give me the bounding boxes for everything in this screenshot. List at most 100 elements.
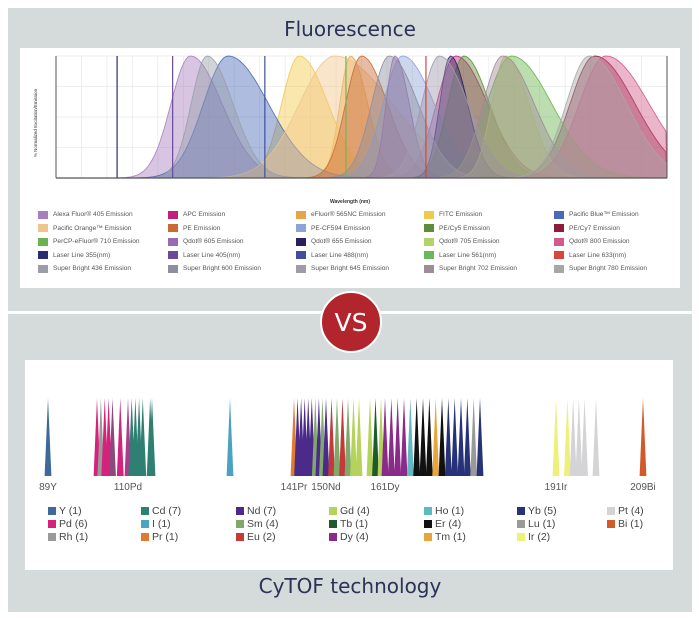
legend-item: Rh (1)	[48, 530, 141, 543]
legend-item: PE/Cy5 Emission	[424, 224, 554, 234]
legend-item: Dy (4)	[329, 530, 424, 543]
legend-swatch	[554, 224, 564, 232]
peak-sm-152	[334, 398, 341, 476]
legend-item: Sm (4)	[236, 517, 329, 530]
peak-ho-165	[407, 398, 414, 476]
legend-swatch	[141, 507, 149, 515]
legend-item: Alexa Fluor® 405 Emission	[38, 210, 168, 220]
legend-swatch	[296, 265, 306, 273]
legend-label: Pacific Orange™ Emission	[53, 225, 131, 232]
legend-swatch	[168, 238, 178, 246]
y-axis-label: % Normalized Excitation/Emission	[33, 88, 38, 157]
tick-label: 89Y	[39, 482, 57, 493]
legend-swatch	[517, 520, 525, 528]
peak-tb-159	[372, 398, 379, 476]
legend-item: APC Emission	[168, 210, 296, 220]
tick-label: 209Bi	[630, 482, 656, 493]
peak-eu-151	[328, 398, 335, 476]
mass-peaks	[45, 398, 647, 476]
legend-label: eFluor® 565NC Emission	[311, 211, 386, 218]
legend-label: Super Bright 702 Emission	[439, 265, 517, 272]
legend-swatch	[48, 520, 56, 528]
legend-item: Pd (6)	[48, 517, 141, 530]
legend-label: Tm (1)	[435, 531, 466, 543]
legend-swatch	[38, 265, 48, 273]
legend-swatch	[607, 520, 615, 528]
legend-swatch	[38, 251, 48, 259]
legend-swatch	[296, 238, 306, 246]
legend-item: Gd (4)	[329, 504, 424, 517]
legend-label: Laser Line 355(nm)	[53, 252, 110, 259]
legend-item: Qdot® 705 Emission	[424, 237, 554, 247]
legend-label: Qdot® 605 Emission	[183, 238, 244, 245]
legend-item: Nd (7)	[236, 504, 329, 517]
tick-label: 161Dy	[371, 482, 400, 493]
peak-yb-174	[464, 398, 471, 476]
fluorescence-title: Fluorescence	[8, 17, 692, 41]
legend-label: Ho (1)	[435, 505, 464, 517]
cytof-legend: Y (1) Cd (7) Nd (7) Gd (4) Ho (1) Yb (5) Pt (4…	[48, 504, 668, 543]
peak-i-127	[227, 398, 234, 476]
peak-yb-173	[458, 398, 465, 476]
legend-swatch	[424, 238, 434, 246]
peak-er-166	[413, 398, 420, 476]
legend-swatch	[424, 520, 432, 528]
legend-label: Super Bright 645 Emission	[311, 265, 389, 272]
peak-tm-169	[432, 398, 439, 476]
legend-item: Pr (1)	[141, 530, 236, 543]
legend-swatch	[517, 533, 525, 541]
peak-pt-196	[581, 398, 588, 476]
legend-item: Laser Line 488(nm)	[296, 251, 424, 261]
peak-pt-195	[575, 398, 582, 476]
emission-spectra	[93, 56, 667, 178]
legend-label: Laser Line 488(nm)	[311, 252, 368, 259]
tick-label: 110Pd	[114, 482, 142, 493]
legend-item: Super Bright 436 Emission	[38, 264, 168, 274]
legend-item: Eu (2)	[236, 530, 329, 543]
legend-swatch	[554, 238, 564, 246]
legend-label: Y (1)	[59, 505, 82, 517]
legend-item: Super Bright 702 Emission	[424, 264, 554, 274]
legend-swatch	[48, 507, 56, 515]
legend-label: PE Emission	[183, 225, 220, 232]
legend-label: APC Emission	[183, 211, 225, 218]
legend-label: PerCP-eFluor® 710 Emission	[53, 238, 140, 245]
peak-er-170	[439, 398, 446, 476]
legend-item: Super Bright 780 Emission	[554, 264, 678, 274]
peak-dy-163	[394, 398, 401, 476]
peak-gd-155	[350, 398, 357, 476]
legend-swatch	[329, 520, 337, 528]
legend-label: Qdot® 705 Emission	[439, 238, 500, 245]
legend-item: PerCP-eFluor® 710 Emission	[38, 237, 168, 247]
legend-item: Laser Line 405(nm)	[168, 251, 296, 261]
x-axis-label: Wavelength (nm)	[330, 199, 370, 205]
fluorescence-panel: Fluorescence % Normalized Excitation/Emi…	[8, 8, 692, 311]
legend-item: PE/Cy7 Emission	[554, 224, 678, 234]
legend-label: Super Bright 436 Emission	[53, 265, 131, 272]
legend-swatch	[424, 224, 434, 232]
legend-item: Tm (1)	[424, 530, 517, 543]
legend-item: I (1)	[141, 517, 236, 530]
legend-label: Pr (1)	[152, 531, 178, 543]
legend-item: eFluor® 565NC Emission	[296, 210, 424, 220]
legend-label: Ir (2)	[528, 531, 550, 543]
legend-swatch	[141, 533, 149, 541]
legend-label: Dy (4)	[340, 531, 369, 543]
peak-lu-175	[470, 398, 477, 476]
legend-item: Tb (1)	[329, 517, 424, 530]
legend-swatch	[168, 251, 178, 259]
peak-er-168	[426, 398, 433, 476]
legend-swatch	[554, 211, 564, 219]
legend-item: Yb (5)	[517, 504, 607, 517]
peak-gd-156	[356, 398, 363, 476]
legend-swatch	[517, 507, 525, 515]
legend-item: Super Bright 600 Emission	[168, 264, 296, 274]
legend-label: Laser Line 633(nm)	[569, 252, 626, 259]
legend-label: Yb (5)	[528, 505, 557, 517]
legend-item: Laser Line 355(nm)	[38, 251, 168, 261]
legend-item: Laser Line 633(nm)	[554, 251, 678, 261]
legend-label: Super Bright 600 Emission	[183, 265, 261, 272]
legend-swatch	[554, 265, 564, 273]
legend-item: Qdot® 655 Emission	[296, 237, 424, 247]
legend-label: Tb (1)	[340, 518, 368, 530]
